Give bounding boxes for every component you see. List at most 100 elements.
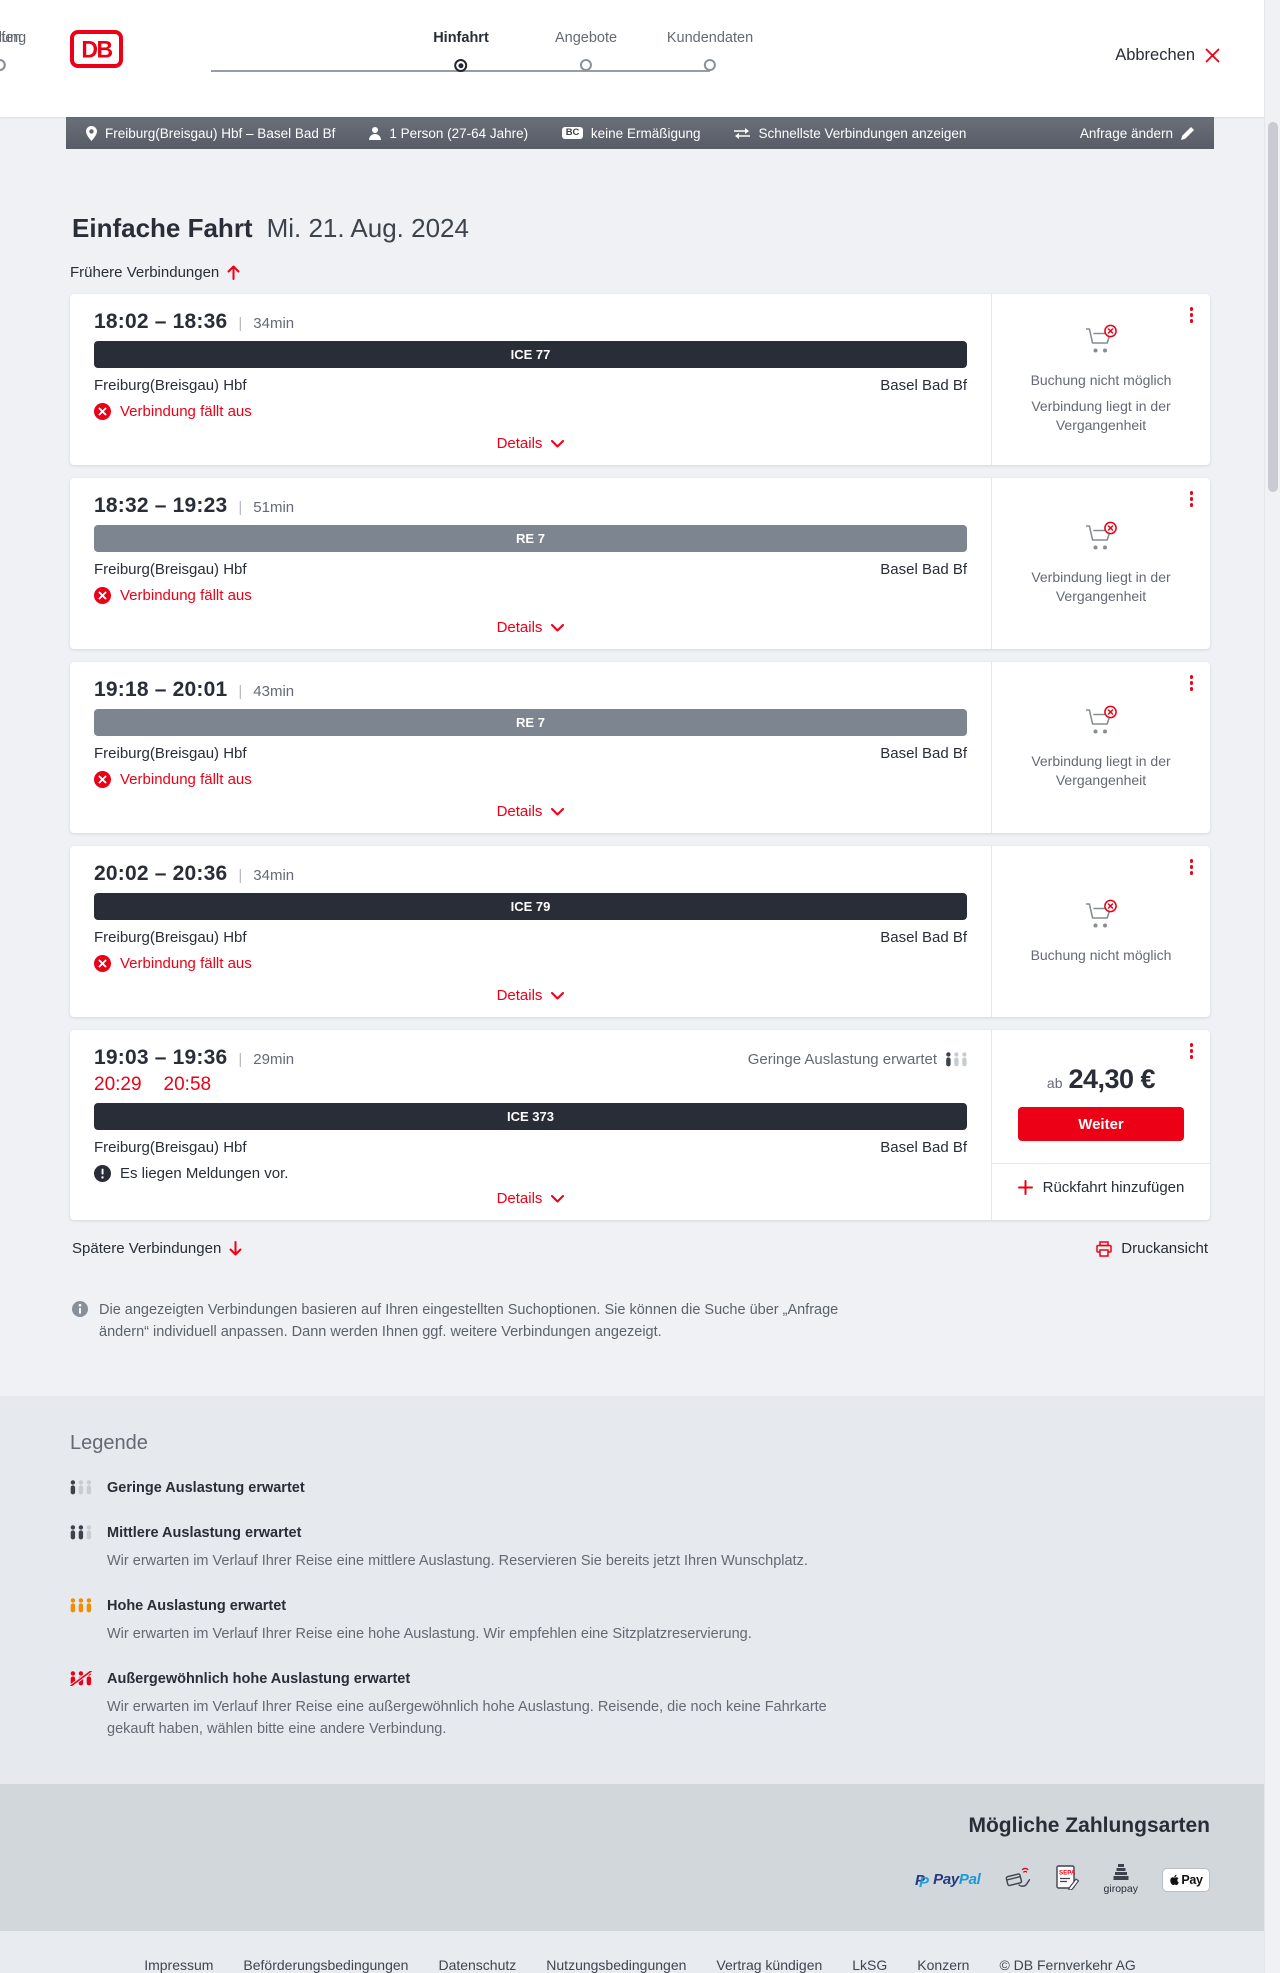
- info-text: Die angezeigten Verbindungen basieren au…: [99, 1302, 839, 1341]
- cancel-button[interactable]: Abbrechen: [1115, 46, 1220, 65]
- connection-card-bookable: 19:03 – 19:36 | 29min Geringe Auslastung…: [70, 1030, 1211, 1220]
- scrollbar-track[interactable]: [1264, 0, 1280, 1973]
- trip-type: Einfache Fahrt: [72, 213, 253, 243]
- details-button[interactable]: Details: [497, 981, 565, 1004]
- details-button[interactable]: Details: [497, 429, 565, 452]
- fastest-connections-toggle[interactable]: Schnellste Verbindungen anzeigen: [734, 126, 966, 141]
- passenger-summary: 1 Person (27-64 Jahre): [369, 126, 528, 141]
- connection-card: 20:02 – 20:36 | 34min ICE 79 Freiburg(Br…: [70, 846, 1210, 1017]
- arrival-station: Basel Bad Bf: [880, 745, 967, 762]
- step-angebote[interactable]: Angebote: [555, 30, 617, 71]
- train-segment-bar: ICE 79: [94, 893, 967, 920]
- footer-link-lksg[interactable]: LkSG: [852, 1957, 888, 1973]
- departure-station: Freiburg(Breisgau) Hbf: [94, 929, 247, 946]
- legend-item-high: Hohe Auslastung erwartet Wir erwarten im…: [70, 1597, 1210, 1646]
- step-pruefen[interactable]: Prüfen: [0, 30, 21, 71]
- departure-station: Freiburg(Breisgau) Hbf: [94, 377, 247, 394]
- cart-unavailable-icon: [1084, 899, 1118, 935]
- panel-message: Verbindung liegt in der Vergangenheit: [1031, 753, 1171, 788]
- footer-link-konzern[interactable]: Konzern: [917, 1957, 970, 1973]
- continue-button[interactable]: Weiter: [1018, 1107, 1184, 1141]
- alert-icon: [94, 1165, 111, 1182]
- occupancy-low-icon: [70, 1480, 94, 1500]
- step-dot: [704, 59, 716, 71]
- departure-station: Freiburg(Breisgau) Hbf: [94, 745, 247, 762]
- connection-main: 19:03 – 19:36 | 29min Geringe Auslastung…: [70, 1030, 991, 1220]
- later-connections-link[interactable]: Spätere Verbindungen: [72, 1240, 242, 1257]
- svg-text:P: P: [919, 1874, 929, 1889]
- kebab-menu-button[interactable]: [1189, 1043, 1193, 1059]
- booking-panel: Buchung nicht möglich Verbindung liegt i…: [991, 294, 1210, 465]
- legend-title: Legende: [70, 1431, 148, 1454]
- panel-message: Verbindung liegt in der Vergangenheit: [1031, 398, 1171, 433]
- add-return-button[interactable]: Rückfahrt hinzufügen: [1017, 1179, 1184, 1196]
- connection-status: Verbindung fällt aus: [94, 403, 967, 420]
- arrow-up-icon: [227, 265, 240, 280]
- footer-link-befoerderungsbedingungen[interactable]: Beförderungsbedingungen: [243, 1957, 409, 1973]
- panel-message: Buchung nicht möglich: [1030, 372, 1172, 389]
- kebab-menu-button[interactable]: [1189, 307, 1193, 323]
- connection-main: 18:02 – 18:36 | 34min ICE 77 Freiburg(Br…: [70, 294, 991, 465]
- connection-duration: 34min: [253, 867, 295, 884]
- connection-status: Es liegen Meldungen vor.: [94, 1165, 967, 1182]
- connection-duration: 43min: [253, 683, 295, 700]
- connection-times: 19:18 – 20:01: [94, 678, 228, 701]
- kebab-menu-button[interactable]: [1189, 859, 1193, 875]
- connection-times: 19:03 – 19:36: [94, 1046, 228, 1069]
- search-summary-bar: Freiburg(Breisgau) Hbf – Basel Bad Bf 1 …: [66, 117, 1214, 149]
- app-header: DB Hinfahrt Angebote Kundendaten Zahlung…: [0, 0, 1280, 117]
- printer-icon: [1096, 1240, 1113, 1257]
- train-segment-bar: ICE 77: [94, 341, 967, 368]
- arrival-station: Basel Bad Bf: [880, 1139, 967, 1156]
- connection-times: 20:02 – 20:36: [94, 862, 228, 885]
- scrollbar-thumb[interactable]: [1267, 122, 1278, 492]
- connection-times: 18:02 – 18:36: [94, 310, 228, 333]
- footer-link-datenschutz[interactable]: Datenschutz: [438, 1957, 517, 1973]
- footer-link-nutzungsbedingungen[interactable]: Nutzungsbedingungen: [546, 1957, 687, 1973]
- kebab-menu-button[interactable]: [1189, 675, 1193, 691]
- apple-pay-icon: Pay: [1162, 1867, 1210, 1892]
- details-button[interactable]: Details: [497, 613, 565, 636]
- sepa-icon: SEPA: [1055, 1865, 1080, 1895]
- edit-request-button[interactable]: Anfrage ändern: [1080, 126, 1194, 141]
- connection-duration: 51min: [253, 499, 295, 516]
- occupancy-indicator: Geringe Auslastung erwartet: [748, 1051, 967, 1068]
- step-kundendaten[interactable]: Kundendaten: [667, 30, 753, 71]
- db-logo[interactable]: DB: [70, 30, 123, 68]
- footer-copyright: © DB Fernverkehr AG: [999, 1957, 1136, 1973]
- duration-separator: |: [238, 315, 243, 332]
- step-hinfahrt[interactable]: Hinfahrt: [433, 30, 489, 72]
- connection-duration: 29min: [253, 1051, 295, 1068]
- booking-panel: Verbindung liegt in der Vergangenheit: [991, 478, 1210, 649]
- connection-duration: 34min: [253, 315, 295, 332]
- duration-separator: |: [238, 1051, 243, 1068]
- chevron-down-icon: [551, 439, 565, 447]
- occupancy-high-icon: [70, 1598, 94, 1646]
- cart-unavailable-icon: [1084, 705, 1118, 741]
- kebab-menu-button[interactable]: [1189, 491, 1193, 507]
- print-view-button[interactable]: Druckansicht: [1096, 1240, 1208, 1257]
- departure-station: Freiburg(Breisgau) Hbf: [94, 561, 247, 578]
- train-segment-bar: ICE 373: [94, 1103, 967, 1130]
- booking-panel: Verbindung liegt in der Vergangenheit: [991, 662, 1210, 833]
- panel-divider: [991, 1163, 1211, 1164]
- results-area: Einfache Fahrt Mi. 21. Aug. 2024 Frühere…: [0, 149, 1280, 1344]
- payments-title: Mögliche Zahlungsarten: [968, 1814, 1210, 1838]
- changed-arrival: 20:58: [163, 1074, 212, 1095]
- departure-station: Freiburg(Breisgau) Hbf: [94, 1139, 247, 1156]
- footer-link-vertrag-kuendigen[interactable]: Vertrag kündigen: [716, 1957, 823, 1973]
- chevron-down-icon: [551, 991, 565, 999]
- results-footer-row: Spätere Verbindungen Druckansicht: [70, 1240, 1210, 1257]
- db-logo-text: DB: [81, 34, 113, 63]
- connection-main: 20:02 – 20:36 | 34min ICE 79 Freiburg(Br…: [70, 846, 991, 1017]
- details-button[interactable]: Details: [497, 1184, 565, 1207]
- travel-date: Mi. 21. Aug. 2024: [266, 213, 469, 243]
- footer-link-impressum[interactable]: Impressum: [144, 1957, 214, 1973]
- panel-message: Verbindung liegt in der Vergangenheit: [1031, 569, 1171, 604]
- cancelled-icon: [94, 587, 111, 604]
- earlier-connections-link[interactable]: Frühere Verbindungen: [70, 264, 240, 281]
- details-button[interactable]: Details: [497, 797, 565, 820]
